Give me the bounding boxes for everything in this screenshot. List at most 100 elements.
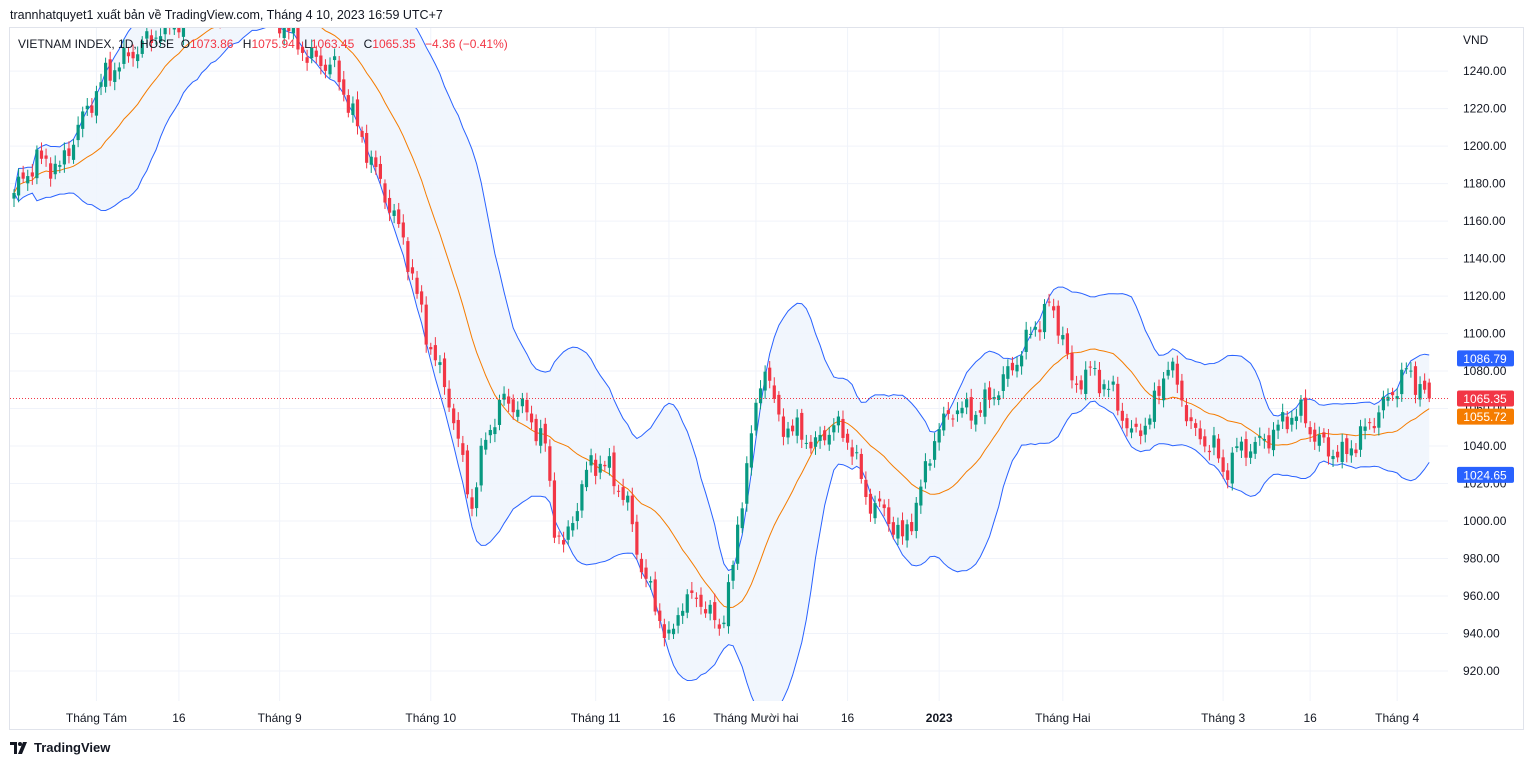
candle-body bbox=[580, 484, 584, 511]
candle-body bbox=[1336, 451, 1340, 458]
candle-body bbox=[76, 124, 80, 141]
candle-body bbox=[1358, 426, 1363, 450]
candle-body bbox=[1065, 333, 1069, 354]
x-tick-label: Tháng 10 bbox=[405, 711, 456, 725]
candle bbox=[566, 520, 570, 545]
candle bbox=[108, 51, 112, 87]
candle bbox=[662, 618, 666, 647]
candle-body bbox=[836, 416, 840, 426]
candle bbox=[795, 409, 799, 444]
candle bbox=[813, 431, 818, 455]
candle bbox=[465, 444, 470, 499]
candle bbox=[754, 398, 758, 436]
candle bbox=[639, 553, 644, 579]
candle-body bbox=[191, 12, 194, 13]
candle bbox=[241, 0, 244, 23]
y-tick-label: 1240.00 bbox=[1463, 64, 1507, 78]
candle bbox=[1322, 428, 1326, 443]
candle bbox=[1038, 321, 1042, 341]
x-tick-label: Tháng Hai bbox=[1035, 711, 1090, 725]
candle-body bbox=[864, 479, 868, 498]
candle-body bbox=[310, 47, 314, 59]
candle bbox=[374, 150, 378, 175]
candle bbox=[94, 85, 99, 124]
candle-body bbox=[928, 463, 932, 466]
candle-body bbox=[676, 615, 680, 626]
candle bbox=[1418, 376, 1422, 407]
candle-body bbox=[291, 28, 295, 34]
candle bbox=[1262, 433, 1266, 449]
candle bbox=[81, 106, 85, 138]
candle bbox=[1281, 403, 1285, 429]
candle bbox=[713, 593, 717, 629]
candle-body bbox=[90, 105, 94, 113]
candle-body bbox=[452, 408, 456, 424]
candle bbox=[1093, 360, 1097, 376]
candle-body bbox=[960, 407, 964, 414]
candle-body bbox=[1074, 383, 1079, 385]
candle bbox=[26, 169, 30, 191]
candle bbox=[163, 28, 167, 43]
candle-body bbox=[30, 172, 34, 177]
tradingview-logo[interactable]: TradingView bbox=[10, 740, 110, 755]
candle-body bbox=[1418, 384, 1422, 400]
x-tick-label: 2023 bbox=[926, 711, 953, 725]
candle bbox=[1404, 362, 1408, 374]
x-tick-label: 16 bbox=[1303, 711, 1317, 725]
candle bbox=[246, 0, 249, 12]
y-tick-label: 1000.00 bbox=[1463, 514, 1507, 528]
candle-body bbox=[282, 28, 286, 39]
candle-body bbox=[543, 423, 547, 444]
candle bbox=[1363, 418, 1367, 440]
candle-body bbox=[44, 155, 48, 159]
candle-body bbox=[562, 540, 566, 545]
candle bbox=[607, 448, 611, 476]
candle-body bbox=[630, 495, 634, 525]
candle-body bbox=[85, 105, 89, 110]
candle bbox=[502, 386, 506, 406]
candle bbox=[571, 516, 575, 537]
candle bbox=[172, 28, 176, 35]
candle-body bbox=[951, 418, 955, 420]
y-tick-label: 1200.00 bbox=[1463, 139, 1507, 153]
candle-body bbox=[415, 277, 419, 294]
candle-body bbox=[314, 50, 318, 57]
candle-body bbox=[1290, 417, 1294, 425]
candle-body bbox=[58, 165, 62, 167]
candle-body bbox=[1239, 441, 1244, 451]
candle-body bbox=[172, 28, 176, 30]
candle bbox=[562, 531, 566, 553]
candle-body bbox=[1070, 352, 1074, 381]
candle bbox=[1001, 366, 1005, 399]
candle bbox=[145, 28, 149, 46]
candle-body bbox=[823, 430, 827, 441]
candle bbox=[543, 417, 547, 452]
candle bbox=[58, 160, 62, 174]
candle-body bbox=[1047, 301, 1051, 303]
candle bbox=[1345, 434, 1349, 463]
candle bbox=[214, 0, 217, 16]
candle bbox=[62, 142, 66, 173]
candle bbox=[447, 380, 451, 412]
candle-body bbox=[800, 412, 804, 440]
candle bbox=[429, 342, 433, 355]
candle-body bbox=[1427, 382, 1431, 399]
candle-body bbox=[502, 393, 506, 400]
candle bbox=[594, 453, 598, 485]
candle bbox=[900, 512, 905, 545]
candle bbox=[529, 405, 534, 430]
price-badge-bg bbox=[1457, 408, 1514, 425]
x-tick-label: 16 bbox=[662, 711, 676, 725]
candle-body bbox=[1134, 423, 1138, 427]
candle bbox=[1157, 379, 1161, 405]
candle-body bbox=[401, 222, 405, 238]
candle bbox=[1368, 418, 1372, 430]
candle-body bbox=[1207, 450, 1211, 453]
axes: 1240.00 1220.00 1200.00 1180.00 1160.00 1140.… bbox=[10, 64, 1514, 725]
candle-body bbox=[768, 367, 772, 381]
candle-body bbox=[342, 79, 346, 95]
candle bbox=[1317, 426, 1321, 452]
candle-body bbox=[1226, 470, 1230, 480]
candle-body bbox=[804, 442, 808, 444]
